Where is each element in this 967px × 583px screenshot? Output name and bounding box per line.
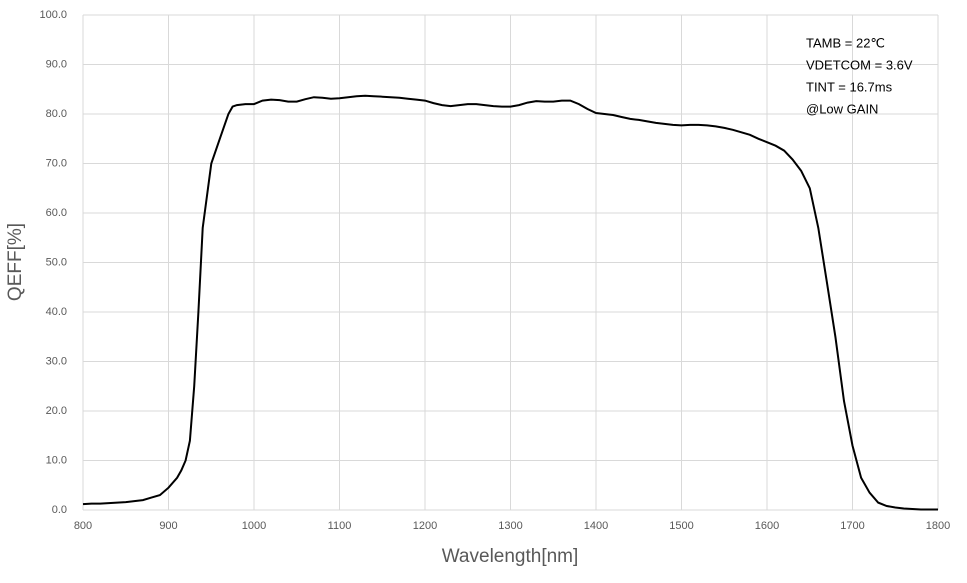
y-tick-label: 70.0 — [46, 157, 67, 169]
x-tick-label: 1300 — [498, 520, 522, 532]
x-tick-label: 1000 — [242, 520, 266, 532]
x-tick-label: 1600 — [755, 520, 779, 532]
y-tick-label: 90.0 — [46, 58, 67, 70]
x-tick-label: 1100 — [328, 520, 352, 532]
y-tick-label: 20.0 — [46, 405, 67, 417]
data-line — [82, 94, 938, 511]
y-tick-label: 50.0 — [46, 256, 67, 268]
annotation: TINT = 16.7ms — [806, 79, 893, 94]
x-tick-label: 800 — [74, 520, 92, 532]
x-tick-label: 1800 — [926, 520, 950, 532]
y-tick-label: 80.0 — [46, 108, 67, 120]
x-tick-label: 900 — [159, 520, 177, 532]
annotation: @Low GAIN — [806, 101, 878, 116]
x-tick-label: 1700 — [840, 520, 864, 532]
y-tick-label: 40.0 — [46, 306, 67, 318]
x-tick-label: 1200 — [413, 520, 437, 532]
y-axis-label: QEFF[%] — [5, 223, 26, 301]
y-tick-label: 60.0 — [46, 207, 67, 219]
y-tick-label: 30.0 — [46, 355, 67, 367]
y-tick-label: 100.0 — [39, 9, 67, 21]
y-tick-label: 10.0 — [46, 454, 67, 466]
x-tick-label: 1500 — [669, 520, 693, 532]
x-tick-label: 1400 — [584, 520, 608, 532]
y-tick-label: 0.0 — [52, 504, 67, 516]
annotation: VDETCOM = 3.6V — [806, 57, 913, 72]
annotation: TAMB = 22℃ — [806, 35, 885, 50]
x-axis-label: Wavelength[nm] — [442, 546, 579, 567]
